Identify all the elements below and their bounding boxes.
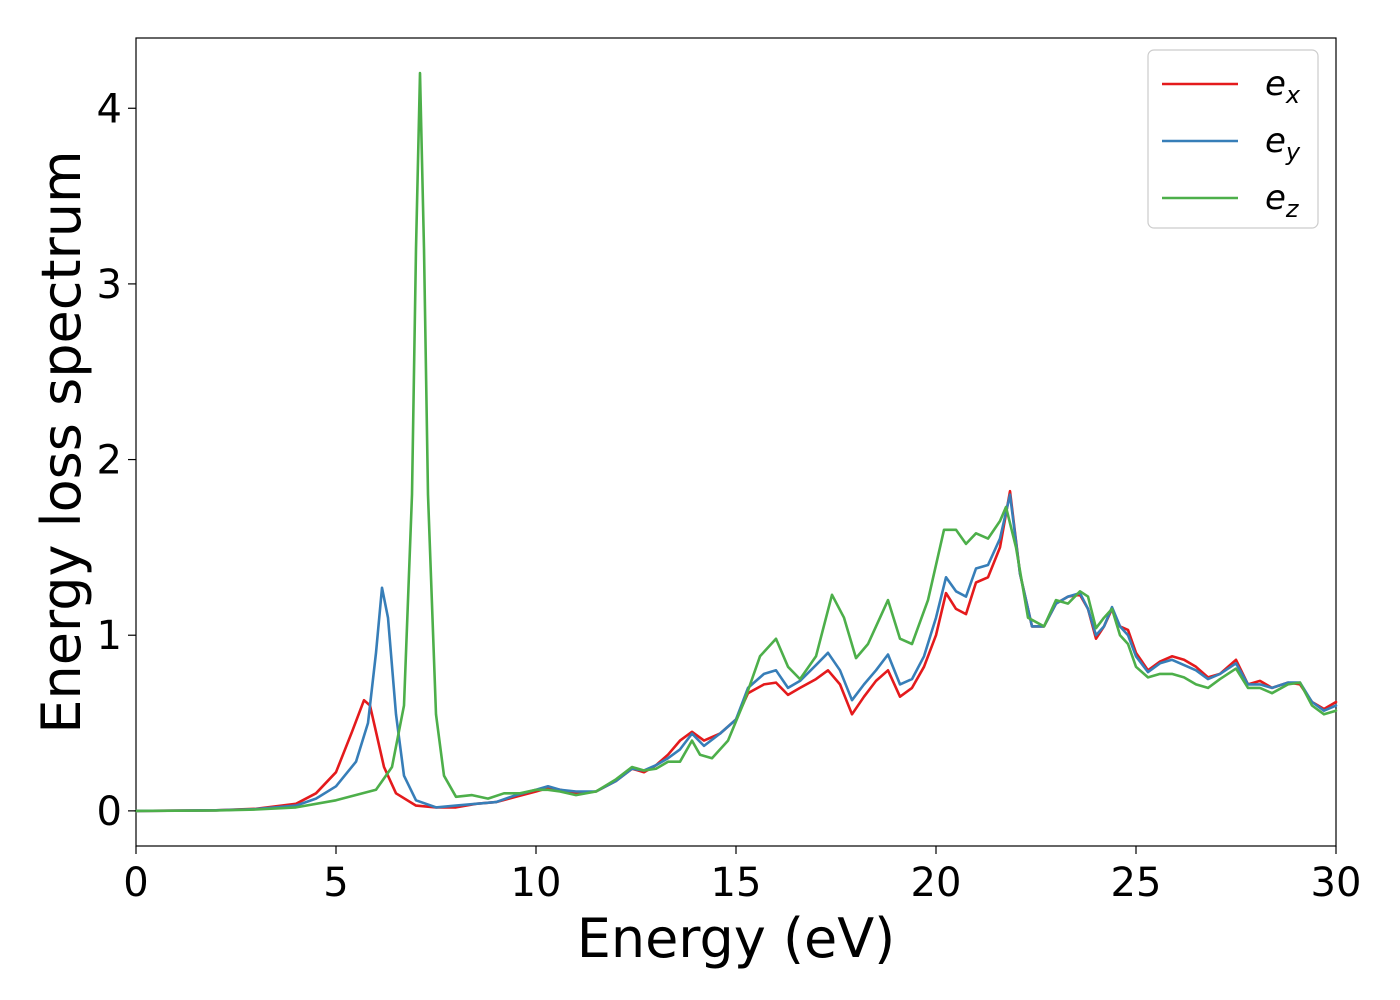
x-tick-label: 20 — [911, 860, 962, 906]
x-tick-label: 15 — [711, 860, 762, 906]
y-tick-label: 1 — [97, 613, 122, 659]
x-tick-label: 30 — [1311, 860, 1362, 906]
y-tick-label: 2 — [97, 438, 122, 484]
y-tick-label: 0 — [97, 789, 122, 835]
x-axis: 0 5 10 15 20 25 30 — [123, 846, 1361, 906]
x-tick-label: 10 — [511, 860, 562, 906]
plot-area — [135, 37, 1337, 847]
series-layer — [134, 71, 1338, 813]
x-tick-label: 25 — [1111, 860, 1162, 906]
y-axis-title: Energy loss spectrum — [30, 150, 93, 733]
x-tick-label: 5 — [323, 860, 348, 906]
series-line-z — [134, 71, 1338, 813]
y-tick-label: 3 — [97, 262, 122, 308]
y-axis: 0 1 2 3 4 — [97, 86, 136, 835]
series-line-y — [134, 493, 1338, 813]
series-line-x — [134, 489, 1338, 813]
y-tick-label: 4 — [97, 86, 122, 132]
x-tick-label: 0 — [123, 860, 148, 906]
legend-box — [1147, 49, 1319, 229]
x-axis-title: Energy (eV) — [577, 907, 896, 970]
